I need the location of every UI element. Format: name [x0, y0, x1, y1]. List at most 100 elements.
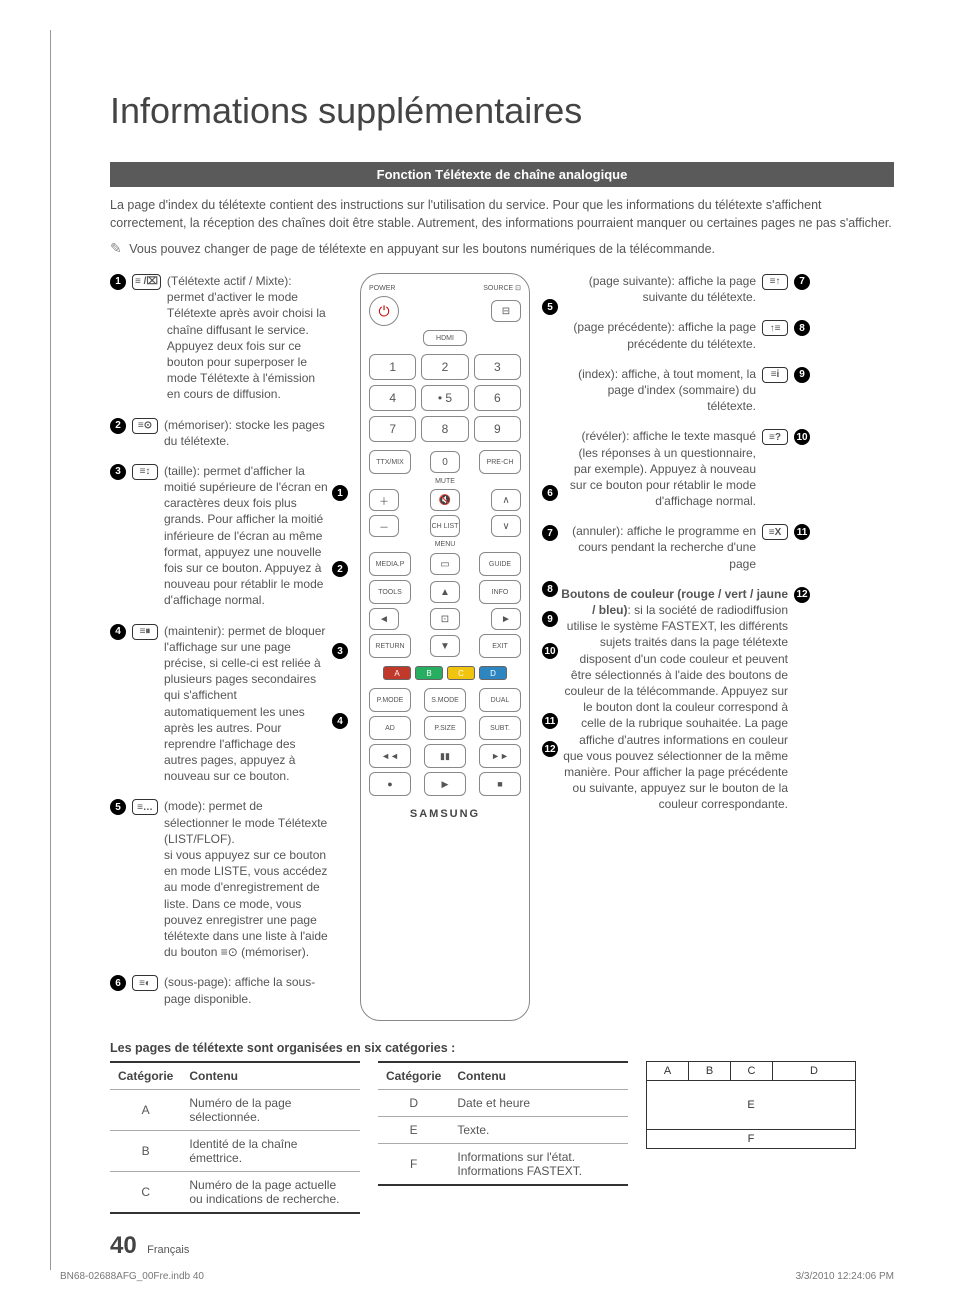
cell-text: Date et heure — [449, 1089, 628, 1116]
cell-cat: B — [110, 1130, 181, 1171]
nav-down-button[interactable]: ▼ — [430, 635, 460, 657]
remote-button[interactable]: DUAL — [479, 688, 521, 712]
mute-button[interactable]: 🔇 — [430, 489, 460, 511]
remote-button[interactable]: S.MODE — [424, 688, 466, 712]
th-content: Contenu — [449, 1062, 628, 1090]
remote-button[interactable]: AD — [369, 716, 411, 740]
num-badge: 11 — [794, 524, 810, 540]
page-number-block: 40 Français — [110, 1232, 894, 1260]
list-item: 11 ≡X (annuler): affiche le programme en… — [560, 523, 810, 572]
remote-button[interactable]: P.MODE — [369, 688, 411, 712]
numpad-button[interactable]: 6 — [474, 385, 521, 411]
guide-button[interactable]: GUIDE — [479, 552, 521, 576]
nav-right-button[interactable]: ► — [491, 608, 521, 630]
numpad-button[interactable]: 2 — [421, 354, 468, 380]
list-item: 8 ↑≡ (page précédente): affiche la page … — [560, 319, 810, 351]
page-number: 40 — [110, 1232, 137, 1259]
teletext-icon: ≡ /⌧ — [132, 274, 161, 290]
color-buttons-row: ABCD — [369, 666, 521, 680]
num-badge: 4 — [110, 624, 126, 640]
teletext-icon: ≡◐ — [132, 975, 158, 991]
tools-button[interactable]: TOOLS — [369, 580, 411, 604]
th-cat: Catégorie — [110, 1062, 181, 1090]
mute-label: MUTE — [435, 478, 455, 485]
color-button[interactable]: C — [447, 666, 475, 680]
numpad-button[interactable]: 7 — [369, 416, 416, 442]
ch-down-button[interactable]: ∨ — [491, 515, 521, 537]
numpad-button[interactable]: • 5 — [421, 385, 468, 411]
remote-column: 1 2 3 4 5 6 7 8 9 10 11 12 POWER SOURCE … — [340, 273, 550, 1021]
cell-cat: E — [378, 1116, 449, 1143]
table-row: CNuméro de la page actuelle ou indicatio… — [110, 1171, 360, 1213]
hdmi-button[interactable]: HDMI — [423, 330, 467, 346]
teletext-icon: ≡X — [762, 524, 788, 540]
remote-button[interactable]: ►► — [479, 744, 521, 768]
return-button[interactable]: RETURN — [369, 634, 411, 658]
transport-row-2: ● ▶ ■ — [369, 772, 521, 796]
table-row: DDate et heure — [378, 1089, 628, 1116]
cell-text: Identité de la chaîne émettrice. — [181, 1130, 360, 1171]
item-text: Boutons de couleur (rouge / vert / jaune… — [560, 586, 788, 813]
ttx-button[interactable]: TTX/MIX — [369, 450, 411, 474]
diagram-cell: D — [773, 1062, 855, 1080]
callout-4: 4 — [332, 713, 348, 729]
color-button[interactable]: B — [415, 666, 443, 680]
cell-text: Texte. — [449, 1116, 628, 1143]
num-badge: 12 — [794, 587, 810, 603]
callout-3: 3 — [332, 643, 348, 659]
numpad-button[interactable]: 1 — [369, 354, 416, 380]
teletext-icon: ≡↕ — [132, 464, 158, 480]
right-column: 7 ≡↑ (page suivante): affiche la page su… — [560, 273, 810, 1021]
list-item: 9 ≡i (index): affiche, à tout moment, la… — [560, 366, 810, 415]
numpad-button[interactable]: 4 — [369, 385, 416, 411]
menu-button[interactable]: ▭ — [430, 553, 460, 575]
note-body: Vous pouvez changer de page de télétexte… — [129, 242, 715, 256]
mediap-button[interactable]: MEDIA.P — [369, 552, 411, 576]
fn-row-2: AD P.SIZE SUBT. — [369, 716, 521, 740]
cell-text: Numéro de la page sélectionnée. — [181, 1089, 360, 1130]
ch-up-button[interactable]: ∧ — [491, 489, 521, 511]
nav-up-button[interactable]: ▲ — [430, 581, 460, 603]
cell-cat: A — [110, 1089, 181, 1130]
source-label: SOURCE ⊡ — [483, 284, 521, 292]
remote-button[interactable]: ◄◄ — [369, 744, 411, 768]
zero-button[interactable]: 0 — [430, 451, 460, 473]
vol-down-button[interactable]: － — [369, 515, 399, 537]
info-button[interactable]: INFO — [479, 580, 521, 604]
remote-button[interactable]: ■ — [479, 772, 521, 796]
chlist-button[interactable]: CH LIST — [430, 515, 460, 537]
numpad-button[interactable]: 9 — [474, 416, 521, 442]
prech-button[interactable]: PRE-CH — [479, 450, 521, 474]
source-button[interactable]: ⊟ — [491, 300, 521, 322]
color-button[interactable]: D — [479, 666, 507, 680]
th-cat: Catégorie — [378, 1062, 449, 1090]
ok-button[interactable]: ⊡ — [430, 608, 460, 630]
table-row: ANuméro de la page sélectionnée. — [110, 1089, 360, 1130]
remote-button[interactable]: ▮▮ — [424, 744, 466, 768]
table-row: FInformations sur l'état. Informations F… — [378, 1143, 628, 1185]
remote-button[interactable]: P.SIZE — [424, 716, 466, 740]
cell-text: Numéro de la page actuelle ou indication… — [181, 1171, 360, 1213]
remote-button[interactable]: SUBT. — [479, 716, 521, 740]
numpad-button[interactable]: 8 — [421, 416, 468, 442]
item-text: (taille): permet d'afficher la moitié su… — [164, 463, 330, 609]
nav-left-button[interactable]: ◄ — [369, 608, 399, 630]
num-badge: 7 — [794, 274, 810, 290]
item-text: (page suivante): affiche la page suivant… — [560, 273, 756, 305]
power-button[interactable]: ⏻ — [369, 296, 399, 326]
numpad: 123 4• 56 789 — [369, 354, 521, 442]
layout-diagram: ABCD E F — [646, 1061, 856, 1149]
footer-file: BN68-02688AFG_00Fre.indb 40 — [60, 1271, 204, 1282]
remote-button[interactable]: ● — [369, 772, 411, 796]
exit-button[interactable]: EXIT — [479, 634, 521, 658]
item-text: (mémoriser): stocke les pages du télétex… — [164, 417, 330, 449]
table-row: BIdentité de la chaîne émettrice. — [110, 1130, 360, 1171]
numpad-button[interactable]: 3 — [474, 354, 521, 380]
callout-8: 8 — [542, 581, 558, 597]
item-text: (maintenir): permet de bloquer l'afficha… — [164, 623, 330, 785]
vol-up-button[interactable]: ＋ — [369, 489, 399, 511]
remote-button[interactable]: ▶ — [424, 772, 466, 796]
color-button[interactable]: A — [383, 666, 411, 680]
diagram-cell: C — [731, 1062, 773, 1080]
page-title: Informations supplémentaires — [110, 90, 894, 132]
